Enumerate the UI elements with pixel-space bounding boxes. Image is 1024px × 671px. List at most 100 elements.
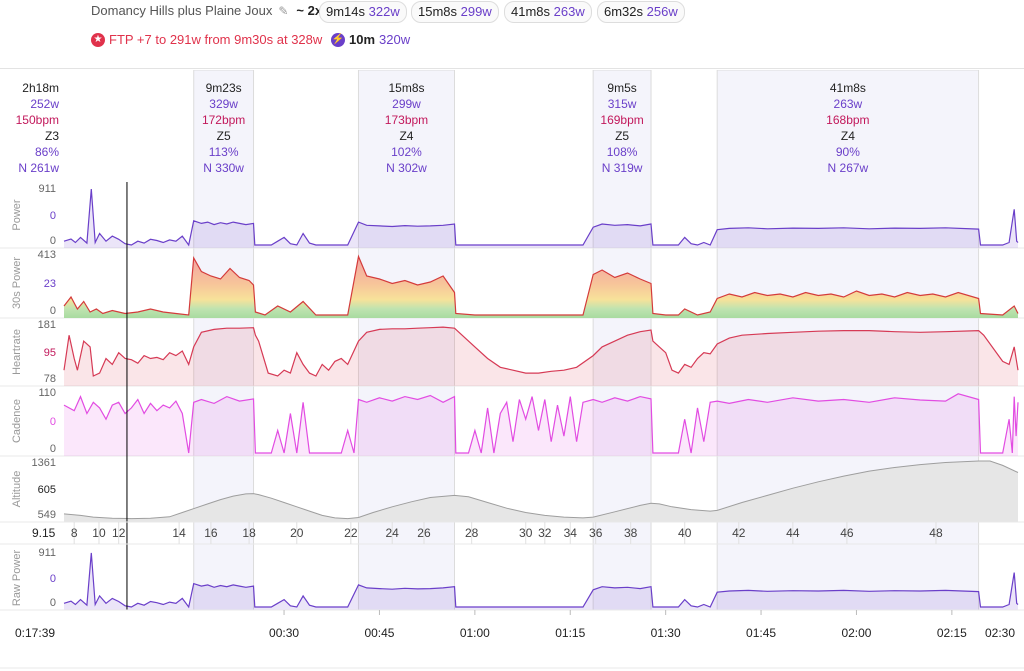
distance-tick: 44 xyxy=(786,526,800,540)
heartrate-tick: 78 xyxy=(44,373,56,385)
summary-stats: 2h18m 252w 150bpm Z3 86% N 261w xyxy=(16,81,60,175)
interval-np: N 302w xyxy=(386,161,427,175)
distance-tick: 42 xyxy=(732,526,746,540)
distance-tick: 14 xyxy=(172,526,186,540)
distance-tick: 20 xyxy=(290,526,304,540)
power-axis-label: Power xyxy=(11,199,23,231)
interval-zone: Z4 xyxy=(841,129,855,143)
heartrate-tick: 95 xyxy=(44,347,56,359)
altitude-line xyxy=(63,460,1019,520)
time-tick: 02:00 xyxy=(841,626,871,640)
raw-power-line xyxy=(63,552,1019,609)
raw-power-tick: 911 xyxy=(38,547,56,559)
interval-hr: 173bpm xyxy=(385,113,428,127)
heartrate-area xyxy=(64,327,1018,386)
interval-pct: 108% xyxy=(607,145,638,159)
summary-pct: 86% xyxy=(35,145,59,159)
ftp-text: FTP +7 to 291w from 9m30s at 328w xyxy=(109,32,323,47)
cursor-time: 0:17:39 xyxy=(15,626,55,640)
activity-chart[interactable]: Power 911 0 0 30s Power 413 23 0 Heartrate 181 95 7… xyxy=(0,70,1024,671)
cadence-tick: 0 xyxy=(50,416,56,428)
best-effort-badge[interactable]: ⚡ 10m 320w xyxy=(331,32,410,47)
ftp-badge[interactable]: ★ FTP +7 to 291w from 9m30s at 328w xyxy=(91,32,322,47)
distance-tick: 16 xyxy=(204,526,218,540)
heartrate-line xyxy=(63,326,1019,377)
route-name[interactable]: Domancy Hills plus Plaine Joux xyxy=(91,3,273,18)
interval-time: 41m8s xyxy=(830,81,866,95)
time-tick: 00:45 xyxy=(364,626,394,640)
power-tick: 0 xyxy=(50,210,56,222)
cadence-tick: 0 xyxy=(50,443,56,455)
time-tick: 00:30 xyxy=(269,626,299,640)
star-icon: ★ xyxy=(91,32,105,47)
header-divider xyxy=(0,68,1024,69)
interval-hr: 168bpm xyxy=(826,113,869,127)
interval-pct: 113% xyxy=(209,145,239,159)
power30-axis-label: 30s Power xyxy=(11,257,23,309)
raw-power-tick: 0 xyxy=(50,597,56,609)
distance-tick: 24 xyxy=(385,526,399,540)
distance-tick: 48 xyxy=(929,526,943,540)
time-tick: 01:00 xyxy=(460,626,490,640)
altitude-tick: 549 xyxy=(38,509,56,521)
cadence-line xyxy=(63,393,1019,454)
raw-power-axis-label: Raw Power xyxy=(11,550,23,607)
repeat-count: ~ 2x xyxy=(296,3,323,18)
activity-header: Domancy Hills plus Plaine Joux ✎ ~ 2x 9m… xyxy=(0,0,1024,64)
interval-np: N 267w xyxy=(828,161,869,175)
interval-power: 315w xyxy=(608,97,637,111)
interval-stats: 2h18m 252w 150bpm Z3 86% N 261w 9m23s 329… xyxy=(16,81,870,175)
time-tick: 01:15 xyxy=(555,626,585,640)
distance-tick: 32 xyxy=(538,526,552,540)
distance-tick: 12 xyxy=(112,526,126,540)
summary-hr: 150bpm xyxy=(16,113,59,127)
raw-power-area xyxy=(64,552,1018,610)
best-effort-watts: 320w xyxy=(379,32,411,47)
pencil-icon[interactable]: ✎ xyxy=(278,3,289,18)
route-title: Domancy Hills plus Plaine Joux ✎ ~ 2x xyxy=(91,3,322,18)
interval-zone: Z4 xyxy=(399,129,413,143)
segment-chip[interactable]: 9m14s 322w xyxy=(319,1,407,23)
best-effort-label: 10m xyxy=(349,32,376,47)
interval-time: 15m8s xyxy=(388,81,424,95)
heartrate-panel: Heartrate 181 95 78 xyxy=(0,319,1024,387)
distance-tick: 26 xyxy=(417,526,431,540)
distance-tick: 46 xyxy=(840,526,854,540)
interval-pct: 102% xyxy=(391,145,422,159)
time-tick: 02:30 xyxy=(985,626,1015,640)
distance-cursor-label: 9.15 xyxy=(32,526,56,540)
segment-chip[interactable]: 41m8s 263w xyxy=(504,1,592,23)
segment-chip[interactable]: 6m32s 256w xyxy=(597,1,685,23)
altitude-tick: 605 xyxy=(38,484,56,496)
power30-tick: 413 xyxy=(38,249,56,261)
time-tick: 01:45 xyxy=(746,626,776,640)
cadence-axis-label: Cadence xyxy=(11,399,23,443)
cadence-panel: Cadence 110 0 0 xyxy=(0,387,1024,457)
interval-zone: Z5 xyxy=(217,129,231,143)
distance-tick: 22 xyxy=(344,526,358,540)
distance-tick: 18 xyxy=(242,526,256,540)
power-tick: 0 xyxy=(50,235,56,247)
interval-power: 299w xyxy=(392,97,421,111)
interval-power: 263w xyxy=(834,97,863,111)
summary-power: 252w xyxy=(30,97,59,111)
interval-power: 329w xyxy=(209,97,238,111)
summary-time: 2h18m xyxy=(22,81,59,95)
interval-pct: 90% xyxy=(836,145,860,159)
heartrate-axis-label: Heartrate xyxy=(11,329,23,375)
power-area xyxy=(64,189,1018,248)
bolt-icon: ⚡ xyxy=(331,32,345,47)
time-axis: 9.15 8 10 12 14 16 18 20 22 24 26 28 30 32 34 36 38 40 42 4… xyxy=(0,521,1024,669)
interval-time: 9m5s xyxy=(607,81,636,95)
cadence-area xyxy=(64,393,1018,456)
interval-np: N 330w xyxy=(203,161,244,175)
power30-line xyxy=(63,254,1019,316)
interval-hr: 169bpm xyxy=(600,113,643,127)
summary-zone: Z3 xyxy=(45,129,59,143)
segment-chip[interactable]: 15m8s 299w xyxy=(411,1,499,23)
distance-tick: 8 xyxy=(71,526,78,540)
power-line xyxy=(63,188,1019,247)
power-tick: 911 xyxy=(38,183,56,195)
distance-tick: 38 xyxy=(624,526,638,540)
power30-tick: 0 xyxy=(50,305,56,317)
